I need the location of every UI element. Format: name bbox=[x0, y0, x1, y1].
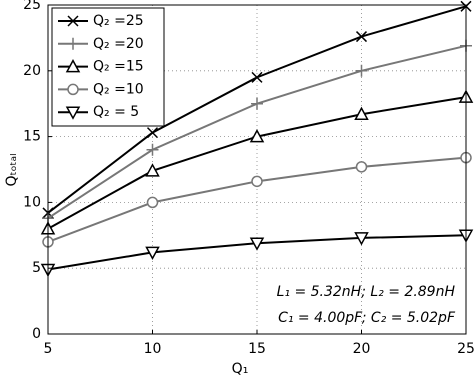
x-tick-label: 15 bbox=[248, 341, 266, 357]
marker bbox=[146, 143, 159, 156]
y-tick-label: 20 bbox=[23, 63, 41, 79]
x-tick-label: 25 bbox=[457, 341, 474, 357]
marker bbox=[249, 129, 265, 143]
marker bbox=[354, 106, 369, 120]
legend-label: Q₂ =20 bbox=[93, 36, 144, 52]
legend-label: Q₂ =10 bbox=[93, 81, 144, 97]
annotation: L₁ = 5.32nH; L₂ = 2.89nH bbox=[277, 284, 456, 300]
marker bbox=[65, 59, 81, 73]
y-axis-label: Qₜₒₜₐₗ bbox=[4, 154, 20, 187]
y-tick-label: 15 bbox=[23, 129, 41, 145]
annotation: C₁ = 4.00pF; C₂ = 5.02pF bbox=[278, 310, 456, 326]
marker bbox=[251, 175, 263, 188]
y-tick-label: 5 bbox=[32, 260, 41, 276]
legend-label: Q₂ = 5 bbox=[93, 104, 139, 120]
marker bbox=[355, 161, 368, 173]
marker bbox=[355, 31, 368, 43]
marker bbox=[249, 237, 265, 251]
x-tick-label: 20 bbox=[353, 341, 371, 357]
marker bbox=[65, 106, 81, 120]
marker bbox=[67, 83, 79, 96]
legend-label: Q₂ =15 bbox=[93, 59, 144, 75]
x-axis-label: Q₁ bbox=[232, 361, 249, 377]
marker bbox=[67, 15, 79, 27]
marker bbox=[67, 37, 79, 50]
marker bbox=[251, 71, 263, 83]
y-tick-label: 0 bbox=[32, 326, 41, 342]
marker bbox=[146, 127, 159, 139]
y-tick-label: 10 bbox=[23, 194, 41, 210]
marker bbox=[145, 246, 160, 260]
x-tick-label: 5 bbox=[44, 341, 53, 357]
x-tick-label: 10 bbox=[144, 341, 162, 357]
marker bbox=[146, 196, 159, 209]
marker bbox=[145, 163, 160, 177]
marker bbox=[251, 97, 263, 110]
marker bbox=[355, 64, 368, 77]
marker bbox=[354, 232, 369, 246]
y-tick-label: 25 bbox=[23, 0, 41, 13]
legend-label: Q₂ =25 bbox=[93, 13, 144, 29]
